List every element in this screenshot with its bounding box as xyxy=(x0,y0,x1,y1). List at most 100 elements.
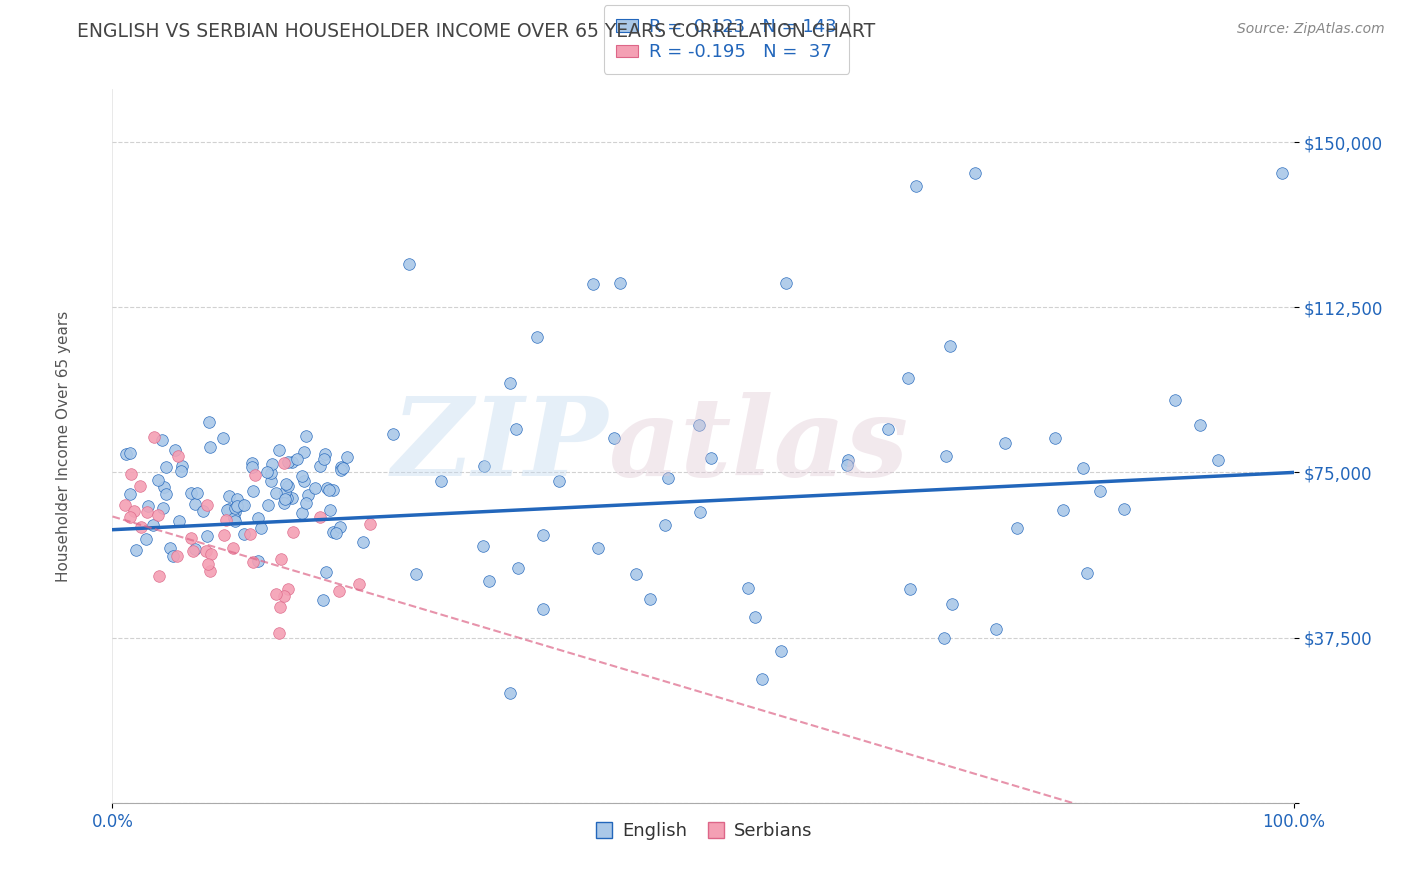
Text: Source: ZipAtlas.com: Source: ZipAtlas.com xyxy=(1237,22,1385,37)
Point xyxy=(526,330,548,344)
Point xyxy=(329,462,352,476)
Point xyxy=(181,544,204,558)
Point xyxy=(214,528,236,542)
Point xyxy=(1052,502,1074,516)
Point xyxy=(274,485,297,500)
Point xyxy=(291,469,314,483)
Point xyxy=(934,631,956,645)
Point xyxy=(744,610,766,624)
Point xyxy=(172,458,194,473)
Point xyxy=(775,276,797,290)
Point xyxy=(877,422,900,436)
Point xyxy=(935,450,957,464)
Point xyxy=(167,514,190,528)
Point xyxy=(180,485,202,500)
Point xyxy=(155,487,177,501)
Point xyxy=(114,498,136,512)
Point xyxy=(328,584,350,599)
Point xyxy=(312,452,335,467)
Point xyxy=(146,473,169,487)
Point xyxy=(609,276,631,290)
Point xyxy=(769,643,792,657)
Point xyxy=(142,430,165,444)
Point xyxy=(231,498,253,512)
Point xyxy=(295,429,318,443)
Point xyxy=(314,447,336,461)
Point xyxy=(224,511,246,525)
Point xyxy=(285,452,308,467)
Point xyxy=(277,455,299,469)
Point xyxy=(292,445,315,459)
Point xyxy=(277,582,299,596)
Point xyxy=(624,567,647,582)
Point xyxy=(155,460,177,475)
Point xyxy=(505,422,527,436)
Point xyxy=(405,566,427,581)
Point xyxy=(193,504,215,518)
Point xyxy=(994,436,1017,450)
Point xyxy=(499,686,522,700)
Legend: English, Serbians: English, Serbians xyxy=(586,815,820,847)
Point xyxy=(136,505,159,519)
Point xyxy=(148,569,170,583)
Point xyxy=(242,483,264,498)
Point xyxy=(322,524,344,539)
Point xyxy=(297,488,319,502)
Point xyxy=(257,498,280,512)
Point xyxy=(250,521,273,535)
Point xyxy=(163,442,186,457)
Point xyxy=(273,491,295,506)
Point xyxy=(638,591,661,606)
Point xyxy=(312,593,335,607)
Point xyxy=(269,599,291,614)
Point xyxy=(136,499,159,513)
Point xyxy=(689,505,711,519)
Point xyxy=(129,520,152,534)
Point xyxy=(162,549,184,564)
Point xyxy=(499,376,522,391)
Point xyxy=(224,500,246,515)
Point xyxy=(654,518,676,533)
Point xyxy=(336,450,359,464)
Point xyxy=(332,461,354,475)
Point xyxy=(129,479,152,493)
Point xyxy=(247,553,270,567)
Point xyxy=(347,577,370,591)
Point xyxy=(246,510,269,524)
Point xyxy=(200,441,222,455)
Point xyxy=(274,476,297,491)
Point xyxy=(304,481,326,495)
Point xyxy=(897,371,920,385)
Point xyxy=(471,540,494,554)
Point xyxy=(233,499,256,513)
Point xyxy=(166,549,188,564)
Point xyxy=(273,589,295,603)
Text: atlas: atlas xyxy=(609,392,908,500)
Point xyxy=(260,466,283,480)
Point xyxy=(218,502,240,516)
Point xyxy=(318,483,340,498)
Point xyxy=(329,460,352,475)
Point xyxy=(963,166,986,180)
Point xyxy=(273,496,295,510)
Point xyxy=(242,555,264,569)
Point xyxy=(152,501,174,516)
Point xyxy=(200,547,222,561)
Point xyxy=(281,455,304,469)
Point xyxy=(180,531,202,545)
Point xyxy=(215,512,238,526)
Point xyxy=(118,487,141,501)
Point xyxy=(984,622,1007,636)
Point xyxy=(688,418,710,433)
Point xyxy=(1090,484,1112,499)
Point xyxy=(657,470,679,484)
Point xyxy=(1071,461,1094,475)
Point xyxy=(295,496,318,510)
Point xyxy=(184,542,207,557)
Point xyxy=(224,505,246,519)
Point xyxy=(159,541,181,555)
Point xyxy=(150,433,173,447)
Point xyxy=(120,445,142,459)
Point xyxy=(184,497,207,511)
Point xyxy=(531,602,554,616)
